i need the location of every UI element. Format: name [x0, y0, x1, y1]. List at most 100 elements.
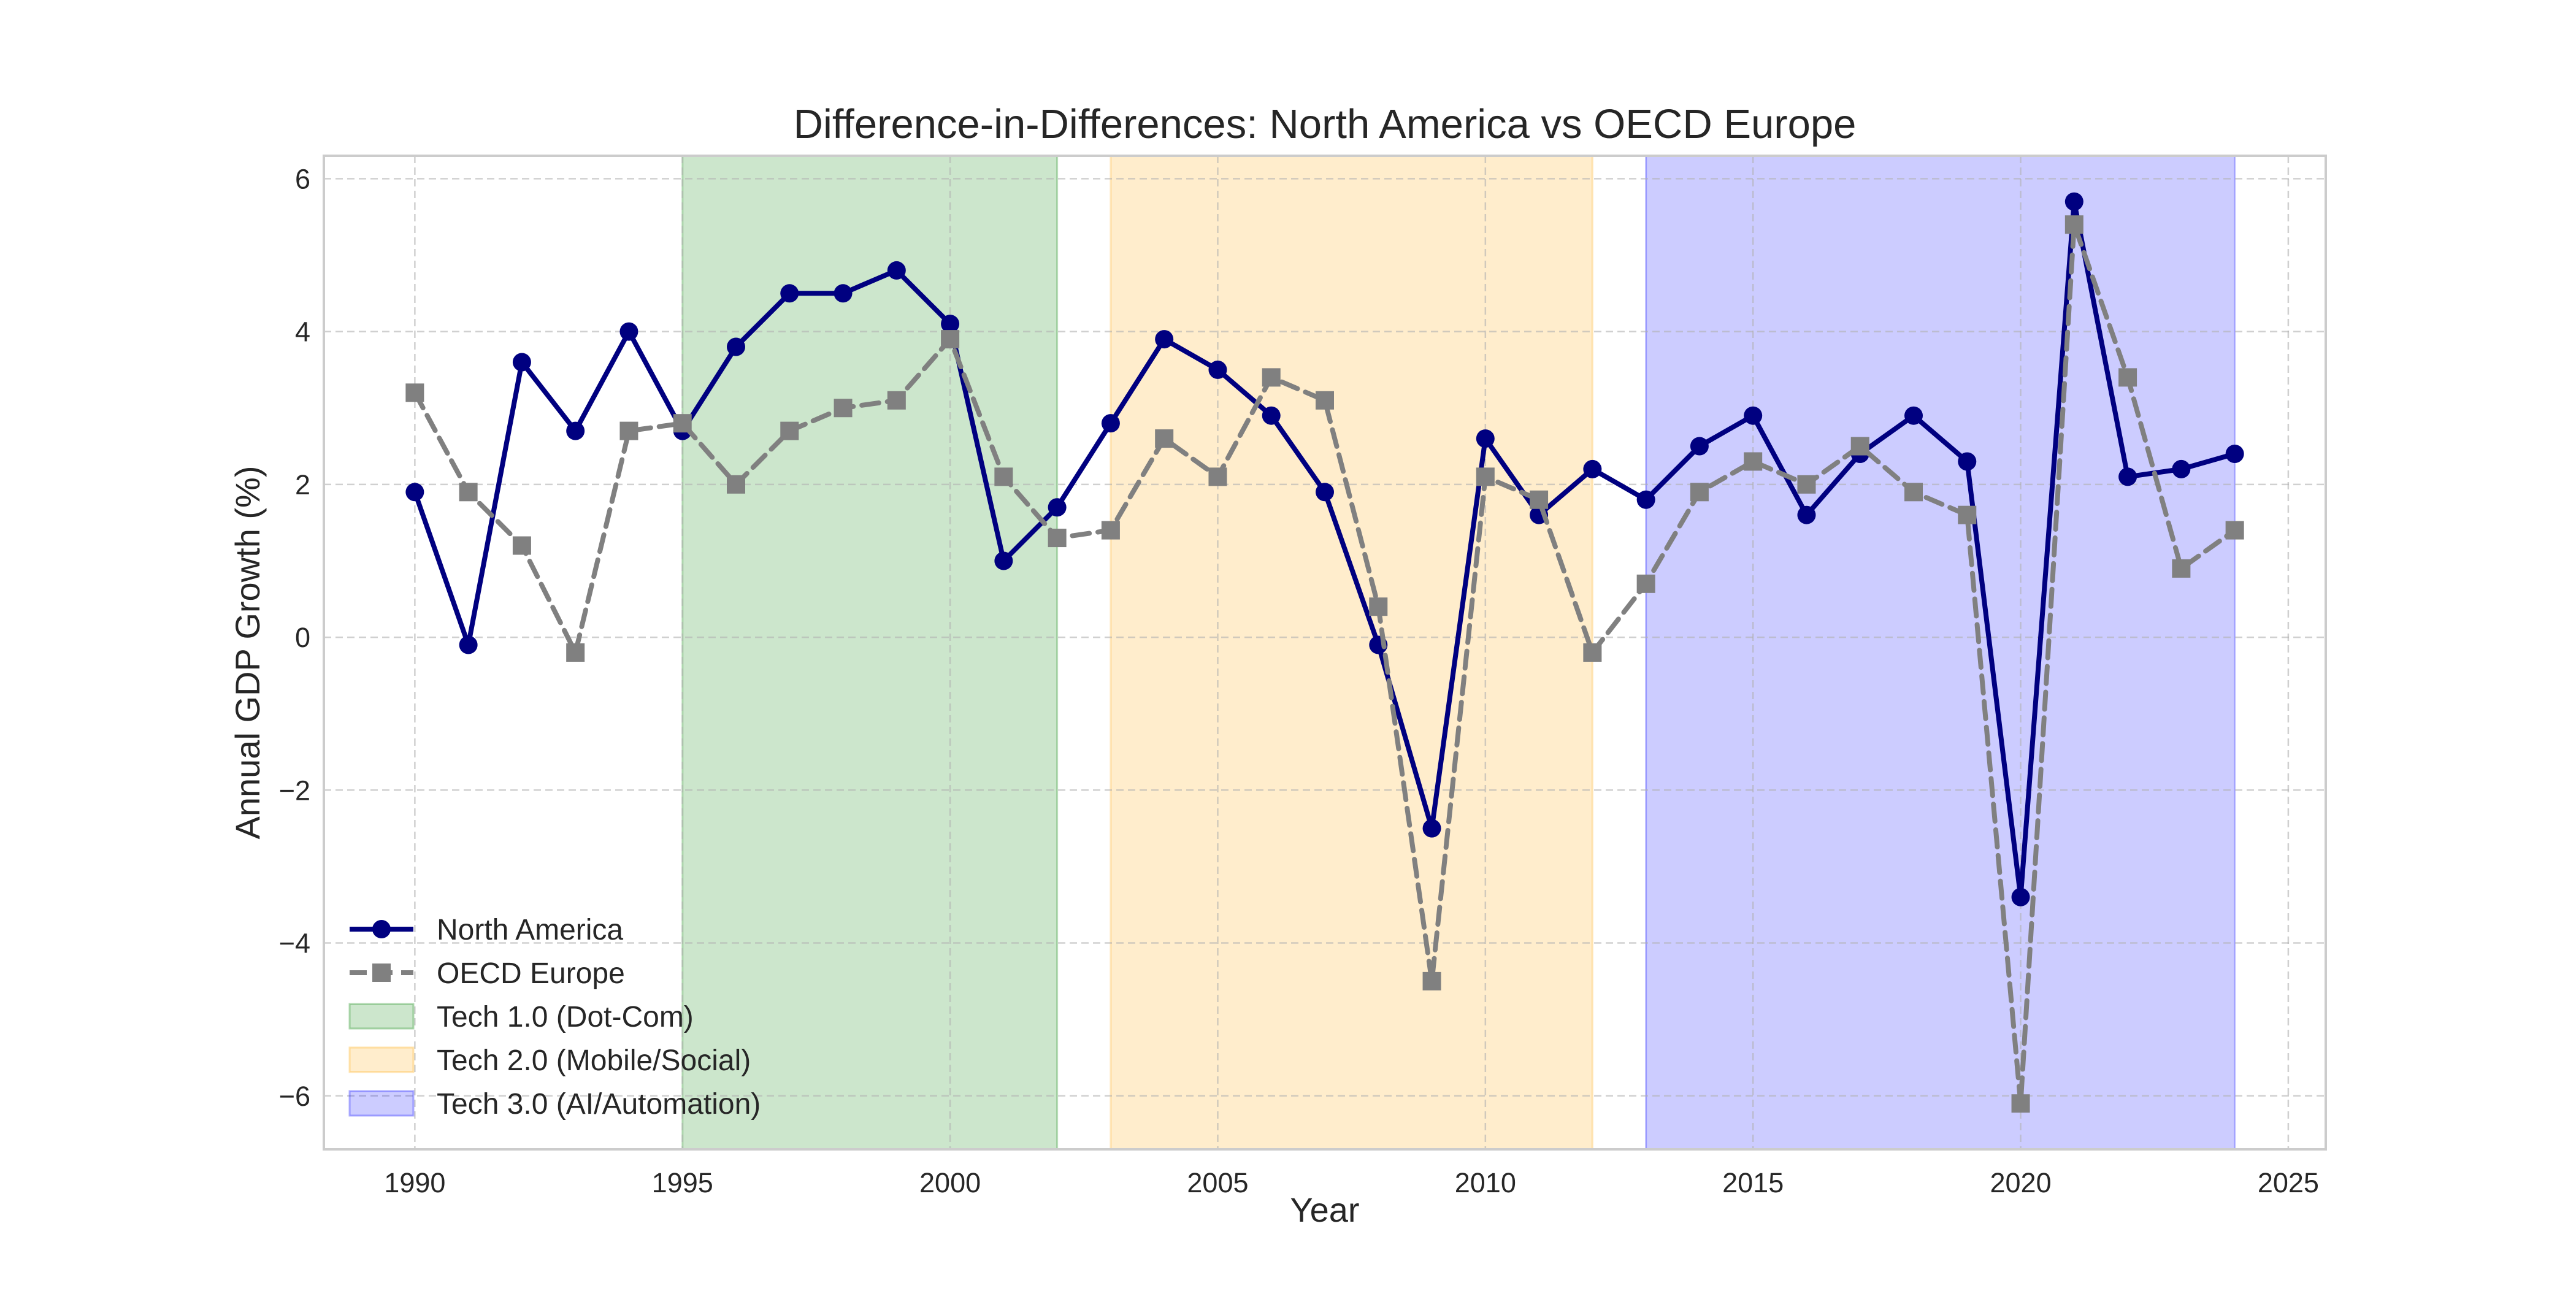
data-point-1: [405, 483, 424, 502]
data-point-1: [512, 353, 531, 372]
x-tick-label: 2020: [1990, 1167, 2051, 1198]
data-point-1: [459, 635, 478, 654]
shaded-period-2: [1110, 155, 1593, 1151]
series-line-2: [412, 222, 2237, 1106]
shaded-period-1: [681, 155, 1059, 1151]
legend-swatch-3: [348, 1090, 415, 1117]
data-point-1: [1904, 406, 1923, 425]
data-point-2: [1316, 391, 1334, 410]
data-point-1: [1690, 437, 1709, 456]
x-tick-label: 1990: [384, 1167, 445, 1198]
x-tick-label: 1995: [652, 1167, 713, 1198]
data-point-1: [1636, 490, 1655, 509]
data-point-1: [780, 284, 799, 303]
data-point-1: [1155, 330, 1174, 349]
data-point-2: [834, 399, 853, 418]
data-point-2: [1155, 429, 1174, 448]
data-point-1: [1208, 360, 1227, 379]
x-tick-label: 2015: [1722, 1167, 1784, 1198]
y-tick-label: 2: [295, 469, 310, 500]
data-point-1: [994, 551, 1013, 570]
legend: North America OECD Europe Tech 1.0 (Dot-Co…: [348, 914, 761, 1121]
data-point-1: [1422, 819, 1441, 838]
series-layer: [405, 192, 2244, 1113]
data-point-1: [887, 261, 906, 280]
data-point-2: [887, 391, 906, 410]
data-point-1: [941, 315, 960, 334]
legend-swatch-1: [348, 1003, 415, 1030]
data-point-2: [1958, 505, 1977, 524]
data-point-2: [1530, 490, 1549, 509]
data-point-2: [566, 643, 585, 662]
legend-marker-1: [372, 920, 391, 938]
data-point-1: [2011, 887, 2030, 906]
y-tick-label: −4: [279, 928, 310, 959]
data-point-1: [2225, 445, 2244, 463]
data-point-2: [619, 421, 638, 440]
data-point-1: [1797, 505, 1816, 524]
data-point-2: [1690, 483, 1709, 502]
data-point-2: [1262, 368, 1281, 387]
data-point-2: [2118, 368, 2137, 387]
data-point-1: [2064, 192, 2083, 211]
data-point-1: [1262, 406, 1281, 425]
data-point-2: [994, 467, 1013, 486]
data-point-2: [1904, 483, 1923, 502]
y-tick-label: 4: [295, 316, 310, 348]
data-point-2: [2172, 559, 2191, 578]
legend-swatch-2: [348, 1046, 415, 1073]
data-point-1: [2118, 467, 2137, 486]
data-point-2: [1369, 597, 1388, 616]
data-point-2: [1636, 574, 1655, 593]
data-point-1: [1744, 406, 1763, 425]
legend-label-period-2: Tech 2.0 (Mobile/Social): [437, 1044, 751, 1077]
y-axis-label: Annual GDP Growth (%): [228, 466, 267, 840]
data-point-2: [2225, 521, 2244, 540]
data-point-2: [780, 421, 799, 440]
data-point-1: [2172, 459, 2191, 478]
data-point-2: [512, 536, 531, 555]
plot-frame: [323, 155, 2327, 1151]
y-tick-label: −2: [279, 775, 310, 806]
legend-label-period-3: Tech 3.0 (AI/Automation): [437, 1088, 761, 1121]
data-point-2: [673, 414, 692, 433]
tick-label-layer: 1990 1995 2000 2005 2010 2015 2020 2025 −6 −4 −2 0 2…: [279, 163, 2319, 1198]
data-point-2: [1101, 521, 1120, 540]
x-tick-label: 2005: [1187, 1167, 1248, 1198]
legend-label-2: OECD Europe: [437, 957, 625, 990]
x-tick-label: 2025: [2258, 1167, 2319, 1198]
data-point-2: [1744, 452, 1763, 471]
x-axis-label: Year: [1290, 1190, 1359, 1229]
data-point-1: [1583, 459, 1602, 478]
y-tick-label: 0: [295, 622, 310, 653]
data-point-2: [2064, 215, 2083, 234]
data-point-2: [1583, 643, 1602, 662]
period-shading-layer: [681, 155, 2236, 1151]
data-point-2: [727, 475, 745, 494]
data-point-1: [727, 337, 745, 356]
data-point-1: [1476, 429, 1495, 448]
legend-marker-2: [372, 963, 391, 982]
data-point-1: [834, 284, 853, 303]
data-point-2: [1797, 475, 1816, 494]
data-point-1: [1316, 483, 1334, 502]
data-point-2: [1850, 437, 1869, 456]
x-tick-label: 2010: [1455, 1167, 1516, 1198]
data-point-1: [619, 322, 638, 341]
chart-title: Difference-in-Differences: North America…: [794, 101, 1857, 147]
data-point-1: [566, 421, 585, 440]
legend-label-period-1: Tech 1.0 (Dot-Com): [437, 1001, 694, 1033]
data-point-1: [1101, 414, 1120, 433]
data-point-2: [1476, 467, 1495, 486]
x-tick-label: 2000: [919, 1167, 981, 1198]
y-tick-label: −6: [279, 1081, 310, 1112]
data-point-2: [459, 483, 478, 502]
data-point-2: [405, 383, 424, 402]
data-point-1: [1048, 498, 1067, 517]
y-tick-label: 6: [295, 163, 310, 194]
data-point-1: [1958, 452, 1977, 471]
legend-label-1: North America: [437, 914, 623, 946]
data-point-2: [1208, 467, 1227, 486]
